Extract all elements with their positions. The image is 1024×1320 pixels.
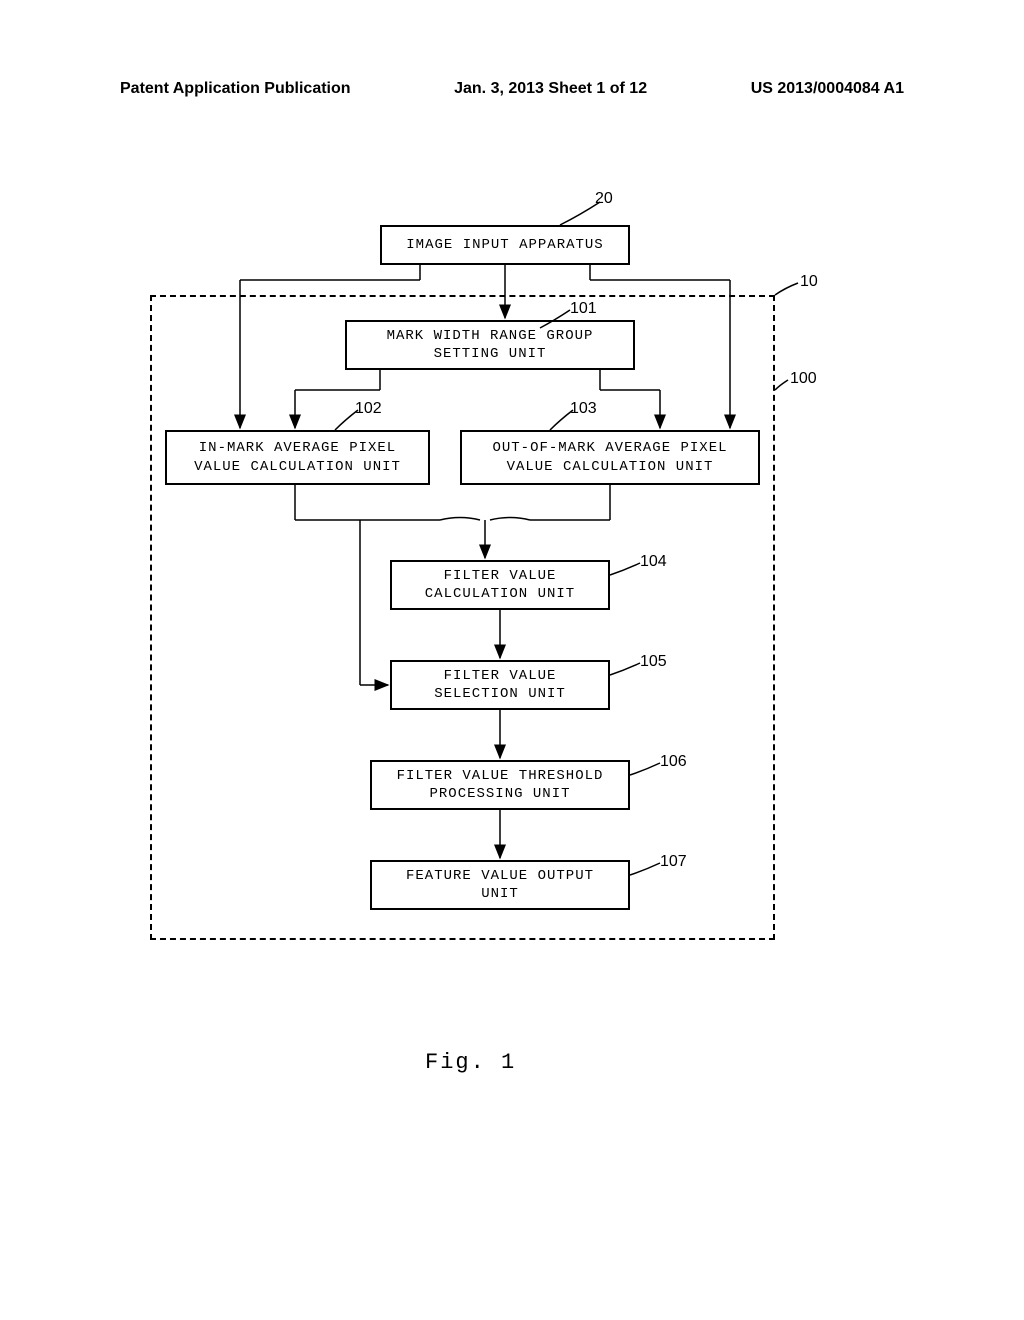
box-in-mark-avg: IN-MARK AVERAGE PIXEL VALUE CALCULATION …	[165, 430, 430, 485]
box20-label: IMAGE INPUT APPARATUS	[406, 236, 603, 254]
header-right: US 2013/0004084 A1	[751, 80, 904, 98]
box102-line2: VALUE CALCULATION UNIT	[194, 458, 401, 476]
ref-20: 20	[595, 190, 613, 208]
ref-104: 104	[640, 553, 667, 571]
box-filter-value-calc: FILTER VALUE CALCULATION UNIT	[390, 560, 610, 610]
header-left: Patent Application Publication	[120, 80, 351, 98]
box-out-of-mark-avg: OUT-OF-MARK AVERAGE PIXEL VALUE CALCULAT…	[460, 430, 760, 485]
ref-102: 102	[355, 400, 382, 418]
box-filter-value-select: FILTER VALUE SELECTION UNIT	[390, 660, 610, 710]
ref-105: 105	[640, 653, 667, 671]
box105-line1: FILTER VALUE	[444, 667, 557, 685]
diagram-area: IMAGE INPUT APPARATUS MARK WIDTH RANGE G…	[140, 180, 890, 980]
box103-line1: OUT-OF-MARK AVERAGE PIXEL	[492, 439, 727, 457]
figure-label: Fig. 1	[425, 1050, 516, 1075]
box-image-input: IMAGE INPUT APPARATUS	[380, 225, 630, 265]
box101-line2: SETTING UNIT	[434, 345, 547, 363]
box104-line2: CALCULATION UNIT	[425, 585, 575, 603]
box-mark-width-setting: MARK WIDTH RANGE GROUP SETTING UNIT	[345, 320, 635, 370]
dashed-container	[150, 295, 775, 940]
box107-line1: FEATURE VALUE OUTPUT	[406, 867, 594, 885]
box-feature-output: FEATURE VALUE OUTPUT UNIT	[370, 860, 630, 910]
box-filter-threshold: FILTER VALUE THRESHOLD PROCESSING UNIT	[370, 760, 630, 810]
ref-101: 101	[570, 300, 597, 318]
box106-line1: FILTER VALUE THRESHOLD	[397, 767, 604, 785]
ref-107: 107	[660, 853, 687, 871]
ref-10: 10	[800, 273, 818, 291]
ref-100: 100	[790, 370, 817, 388]
page-header: Patent Application Publication Jan. 3, 2…	[0, 80, 1024, 98]
ref-103: 103	[570, 400, 597, 418]
box106-line2: PROCESSING UNIT	[429, 785, 570, 803]
box104-line1: FILTER VALUE	[444, 567, 557, 585]
header-center: Jan. 3, 2013 Sheet 1 of 12	[454, 80, 647, 98]
box103-line2: VALUE CALCULATION UNIT	[507, 458, 714, 476]
ref-106: 106	[660, 753, 687, 771]
box101-line1: MARK WIDTH RANGE GROUP	[387, 327, 594, 345]
box105-line2: SELECTION UNIT	[434, 685, 566, 703]
box102-line1: IN-MARK AVERAGE PIXEL	[199, 439, 396, 457]
box107-line2: UNIT	[481, 885, 519, 903]
